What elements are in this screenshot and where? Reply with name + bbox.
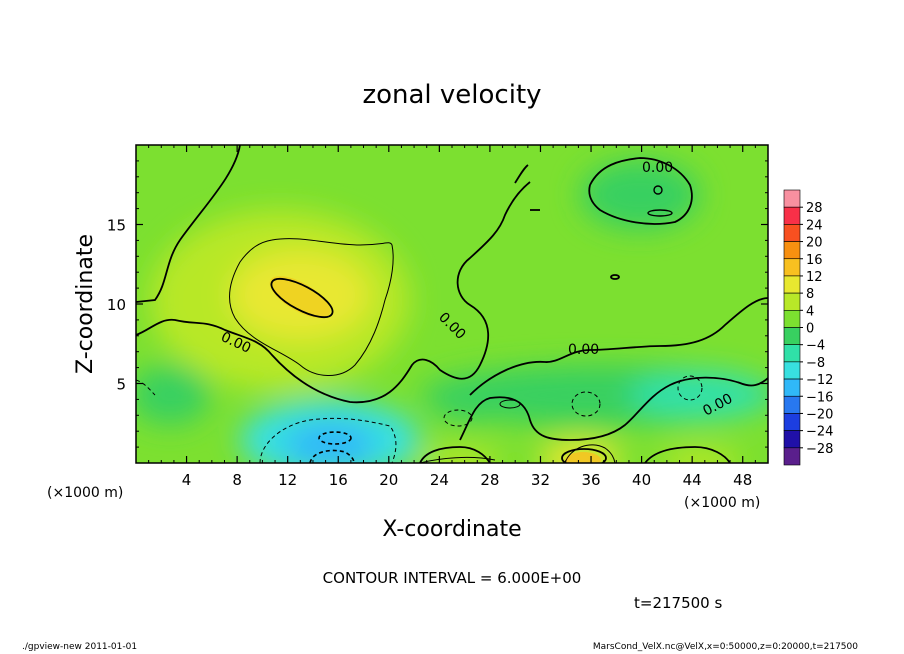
- colorbar-label: 20: [806, 236, 823, 251]
- colorbar-swatch: [783, 378, 801, 397]
- x-tick-label: 16: [329, 471, 348, 489]
- colorbar-label: −16: [806, 390, 833, 405]
- x-tick-label: 32: [531, 471, 550, 489]
- x-unit-left: (×1000 m): [47, 485, 123, 501]
- colorbar-label: −28: [806, 442, 833, 457]
- chart-title: zonal velocity: [362, 80, 541, 110]
- time-label: t=217500 s: [634, 594, 722, 612]
- contour-label: 0.00: [642, 160, 673, 176]
- colorbar-label: 0: [806, 322, 814, 337]
- colorbar-label: 28: [806, 201, 823, 216]
- x-tick-label: 20: [379, 471, 398, 489]
- x-tick-label: 12: [278, 471, 297, 489]
- colorbar-swatch: [783, 189, 801, 208]
- colorbar-swatch: [783, 361, 801, 380]
- colorbar-swatch: [783, 292, 801, 311]
- colorbar-label: −12: [806, 373, 833, 388]
- y-tick-label: 5: [116, 376, 126, 394]
- x-axis-label: X-coordinate: [382, 517, 521, 542]
- colorbar-swatch: [783, 258, 801, 277]
- contour-label: 0.00: [568, 342, 599, 358]
- contour-interval: CONTOUR INTERVAL = 6.000E+00: [323, 569, 582, 587]
- colorbar-swatch: [783, 395, 801, 414]
- x-tick-label: 4: [182, 471, 192, 489]
- colorbar-label: 16: [806, 253, 823, 268]
- colorbar-label: −4: [806, 339, 825, 354]
- x-tick-label: 40: [632, 471, 651, 489]
- x-tick-label: 44: [683, 471, 702, 489]
- colorbar-swatch: [783, 413, 801, 431]
- colorbar-swatch: [783, 275, 801, 294]
- colorbar-label: −20: [806, 407, 833, 422]
- y-axis: 5 10 15: [107, 160, 768, 448]
- y-axis-label: Z-coordinate: [73, 234, 98, 374]
- colorbar-label: 8: [806, 287, 814, 302]
- y-tick-label: 10: [107, 296, 126, 314]
- x-tick-label: 36: [581, 471, 600, 489]
- velocity-field: 0.00 0.00 0.00 0.00 0.00: [136, 145, 768, 463]
- footer-left: ./gpview-new 2011-01-01: [22, 642, 138, 652]
- colorbar-swatch: [783, 241, 801, 260]
- x-tick-label: 28: [480, 471, 499, 489]
- x-tick-label: 24: [430, 471, 449, 489]
- x-axis: 4 8 12 16 20 24 28 32 36 40 44 48: [148, 145, 756, 489]
- colorbar-label: 12: [806, 270, 823, 285]
- colorbar-swatch: [783, 224, 801, 242]
- colorbar-label: 4: [806, 304, 814, 319]
- x-tick-label: 8: [232, 471, 242, 489]
- colorbar-label: 24: [806, 218, 823, 233]
- colorbar-swatch: [783, 206, 801, 225]
- x-unit-right: (×1000 m): [684, 495, 760, 511]
- colorbar-swatch: [783, 310, 801, 328]
- x-tick-label: 48: [733, 471, 752, 489]
- footer-right: MarsCond_VelX.nc@VelX,x=0:50000,z=0:2000…: [592, 642, 858, 652]
- colorbar: 28 24 20 16 12 8 4 0 −4 −8 −12 −16 −20 −24 −28: [783, 189, 833, 466]
- colorbar-swatch: [783, 430, 801, 449]
- colorbar-swatch: [783, 344, 801, 363]
- y-tick-label: 15: [107, 217, 126, 235]
- contour-lines: [136, 145, 768, 463]
- colorbar-swatch: [783, 327, 801, 345]
- colorbar-swatch: [783, 447, 801, 466]
- colorbar-label: −24: [806, 425, 833, 440]
- colorbar-label: −8: [806, 356, 825, 371]
